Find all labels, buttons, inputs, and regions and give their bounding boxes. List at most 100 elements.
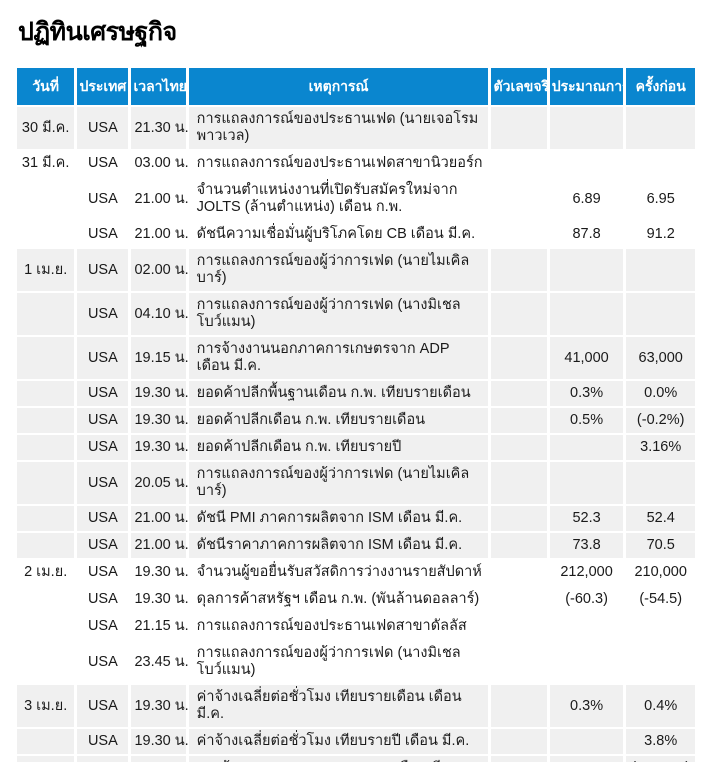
cell-previous	[626, 614, 695, 639]
cell-actual	[491, 729, 547, 754]
table-row: 3 เม.ย. USA 19.30 น. ค่าจ้างเฉลี่ยต่อชั่…	[17, 685, 695, 727]
cell-event: การแถลงการณ์ของผู้ว่าการเฟด (นายไมเคิล บ…	[188, 462, 489, 504]
cell-country: USA	[77, 222, 129, 247]
cell-time: 19.30 น.	[131, 685, 189, 727]
cell-time: 21.00 น.	[131, 533, 189, 558]
cell-date: 31 มี.ค.	[17, 151, 75, 176]
cell-time: 19.30 น.	[131, 381, 189, 406]
cell-previous	[626, 462, 695, 504]
cell-time: 20.05 น.	[131, 462, 189, 504]
table-body: 30 มี.ค. USA 21.30 น. การแถลงการณ์ของประ…	[17, 107, 695, 762]
cell-forecast	[549, 151, 624, 176]
cell-date	[17, 408, 75, 433]
table-row: USA 23.45 น. การแถลงการณ์ของผู้ว่าการเฟด…	[17, 641, 695, 683]
cell-time: 19.30 น.	[131, 408, 189, 433]
cell-time: 19.15 น.	[131, 337, 189, 379]
table-row: USA 19.30 น. ยอดค้าปลีกเดือน ก.พ. เทียบร…	[17, 435, 695, 460]
cell-country: USA	[77, 685, 129, 727]
cell-date	[17, 729, 75, 754]
cell-previous: 6.95	[626, 178, 695, 220]
cell-date	[17, 462, 75, 504]
cell-forecast	[549, 614, 624, 639]
cell-previous: 0.0%	[626, 381, 695, 406]
cell-actual	[491, 222, 547, 247]
cell-forecast: 52.3	[549, 506, 624, 531]
cell-date	[17, 641, 75, 683]
cell-time: 03.00 น.	[131, 151, 189, 176]
cell-date	[17, 178, 75, 220]
cell-event: ยอดค้าปลีกเดือน ก.พ. เทียบรายปี	[188, 435, 489, 460]
cell-time: 19.30 น	[131, 756, 186, 762]
table-row: USA 21.00 น. จำนวนตำแหน่งงานที่เปิดรับสม…	[17, 178, 695, 220]
cell-event: ค่าจ้างเฉลี่ยต่อชั่วโมง เทียบรายปี เดือน…	[188, 729, 489, 754]
cell-actual	[491, 337, 547, 379]
cell-date	[17, 293, 75, 335]
cell-time: 21.00 น.	[131, 178, 189, 220]
cell-date	[17, 506, 75, 531]
cell-actual	[491, 107, 547, 149]
cell-forecast: 0.3%	[549, 685, 624, 727]
table-row: USA 21.00 น. ดัชนีความเชื่อมั่นผู้บริโภค…	[17, 222, 695, 247]
cell-event: ดุลการค้าสหรัฐฯ เดือน ก.พ. (พันล้านดอลลา…	[188, 587, 489, 612]
cell-forecast: 41,000	[549, 337, 624, 379]
cell-country: USA	[77, 587, 129, 612]
cell-previous: (-0.2%)	[626, 408, 695, 433]
cell-country: USA	[77, 729, 129, 754]
cell-actual	[491, 533, 547, 558]
economic-calendar-table: วันที่ ประเทศ เวลาไทย เหตุการณ์ ตัวเลขจร…	[14, 66, 698, 762]
cell-forecast	[549, 249, 624, 291]
cell-date	[17, 756, 75, 762]
cell-forecast: 0.5%	[549, 408, 624, 433]
cell-previous: 0.4%	[626, 685, 695, 727]
cell-country: USA	[77, 533, 129, 558]
table-row: 2 เม.ย. USA 19.30 น. จำนวนผู้ขอยื่นรับสว…	[17, 560, 695, 585]
cell-country: USA	[77, 293, 129, 335]
cell-event: ดัชนีความเชื่อมั่นผู้บริโภคโดย CB เดือน …	[188, 222, 489, 247]
cell-event: ดัชนี PMI ภาคการผลิตจาก ISM เดือน มี.ค.	[188, 506, 489, 531]
cell-country: USA	[77, 408, 129, 433]
cell-country: USA	[77, 506, 129, 531]
cell-forecast	[549, 107, 624, 149]
cell-country: USA	[77, 614, 129, 639]
table-row: 1 เม.ย. USA 02.00 น. การแถลงการณ์ของผู้ว…	[17, 249, 695, 291]
cell-time: 23.45 น.	[131, 641, 189, 683]
cell-time: 21.00 น.	[131, 506, 189, 531]
cell-country: USA	[77, 756, 129, 762]
cell-country: USA	[77, 178, 129, 220]
cell-country: USA	[77, 337, 129, 379]
cell-event: การจ้างงานนอกภาคการเกษตร เดือน มี.ค.	[188, 756, 489, 762]
page-title: ปฏิทินเศรษฐกิจ	[18, 18, 177, 46]
cell-actual	[491, 641, 547, 683]
cell-actual	[491, 587, 547, 612]
cell-actual	[491, 178, 547, 220]
cell-actual	[491, 756, 547, 762]
table-row: USA 21.00 น. ดัชนีราคาภาคการผลิตจาก ISM …	[17, 533, 695, 558]
cell-date	[17, 533, 75, 558]
cell-country: USA	[77, 249, 129, 291]
cell-time: 02.00 น.	[131, 249, 189, 291]
cell-event: การแถลงการณ์ของประธานเฟดสาขานิวยอร์ก	[188, 151, 489, 176]
cell-forecast	[549, 462, 624, 504]
cell-actual	[491, 151, 547, 176]
cell-time: 21.15 น.	[131, 614, 189, 639]
cell-time: 04.10 น.	[131, 293, 189, 335]
cell-date	[17, 337, 75, 379]
cell-date: 3 เม.ย.	[17, 685, 75, 727]
cell-actual	[491, 408, 547, 433]
table-row: 31 มี.ค. USA 03.00 น. การแถลงการณ์ของประ…	[17, 151, 695, 176]
cell-forecast	[549, 641, 624, 683]
cell-previous: 3.16%	[626, 435, 695, 460]
cell-date: 2 เม.ย.	[17, 560, 75, 585]
table-row: USA 19.30 น. ยอดค้าปลีกเดือน ก.พ. เทียบร…	[17, 408, 695, 433]
table-row: USA 21.15 น. การแถลงการณ์ของประธานเฟดสาข…	[17, 614, 695, 639]
cell-previous: 52.4	[626, 506, 695, 531]
cell-actual	[491, 560, 547, 585]
column-header-forecast: ประมาณการ	[549, 68, 624, 105]
table-row: USA 20.05 น. การแถลงการณ์ของผู้ว่าการเฟด…	[17, 462, 695, 504]
table-row: USA 21.00 น. ดัชนี PMI ภาคการผลิตจาก ISM…	[17, 506, 695, 531]
cell-country: USA	[77, 151, 129, 176]
column-header-event: เหตุการณ์	[188, 68, 489, 105]
cell-previous: 70.5	[626, 533, 695, 558]
cell-date: 30 มี.ค.	[17, 107, 75, 149]
